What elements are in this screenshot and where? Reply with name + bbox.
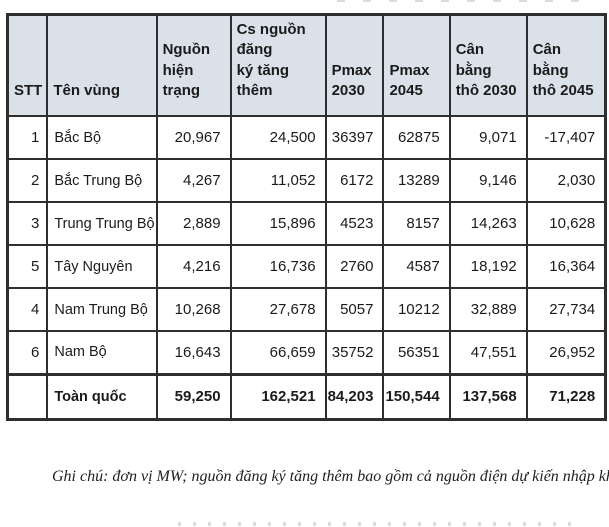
table-cell: Bắc Bộ: [46, 115, 158, 160]
table-cell: 5057: [324, 287, 385, 332]
table-cell: Toàn quốc: [46, 372, 158, 420]
table-cell: 6172: [324, 158, 385, 203]
table-cell: 9,071: [448, 115, 528, 160]
table-header: STT Tên vùng Nguồn hiện trạng Cs nguồn đ…: [6, 13, 607, 117]
table-cell: 24,500: [229, 115, 327, 160]
table-row: 1 Bắc Bộ 20,967 24,500 36397 62875 9,071 -17,40…: [6, 115, 607, 160]
table-total-row: Toàn quốc 59,250 162,521 84,203 150,544 137,5…: [6, 372, 607, 420]
table-cell: 20,967: [155, 115, 232, 160]
table-cell: 162,521: [229, 372, 327, 420]
table-cell: 27,678: [229, 287, 327, 332]
column-header-balance2030: Cân bằng thô 2030: [448, 13, 528, 117]
column-header-pmax2045: Pmax 2045: [382, 13, 451, 117]
table-cell: -17,407: [525, 115, 607, 160]
table-cell: 14,263: [448, 201, 528, 246]
table-cell: 62875: [382, 115, 451, 160]
table-cell: 6: [6, 330, 49, 375]
column-header-stt: STT: [6, 13, 49, 117]
table-cell: 10,628: [525, 201, 607, 246]
column-header-region: Tên vùng: [46, 13, 158, 117]
table-cell: 150,544: [382, 372, 451, 420]
table-row: 5 Tây Nguyên 4,216 16,736 2760 4587 18,192 16,3…: [6, 244, 607, 289]
table-cell: 9,146: [448, 158, 528, 203]
table-cell: 59,250: [155, 372, 232, 420]
table-cell: [6, 372, 49, 420]
table-row: 6 Nam Bộ 16,643 66,659 35752 56351 47,551 26,95…: [6, 330, 607, 375]
table-row: 4 Nam Trung Bộ 10,268 27,678 5057 10212 32,889…: [6, 287, 607, 332]
table-cell: 35752: [324, 330, 385, 375]
table-cell: Tây Nguyên: [46, 244, 158, 289]
table-header-row: STT Tên vùng Nguồn hiện trạng Cs nguồn đ…: [6, 13, 607, 117]
table-cell: 2760: [324, 244, 385, 289]
table-row: 2 Bắc Trung Bộ 4,267 11,052 6172 13289 9,146 2,…: [6, 158, 607, 203]
table-cell: 11,052: [229, 158, 327, 203]
regional-power-balance-table-wrap: STT Tên vùng Nguồn hiện trạng Cs nguồn đ…: [6, 13, 608, 421]
table-cell: 16,736: [229, 244, 327, 289]
table-cell: 4: [6, 287, 49, 332]
table-cell: Bắc Trung Bộ: [46, 158, 158, 203]
column-header-existing: Nguồn hiện trạng: [155, 13, 232, 117]
table-cell: 2: [6, 158, 49, 203]
table-cell: 2,030: [525, 158, 607, 203]
table-cell: 16,643: [155, 330, 232, 375]
table-cell: 47,551: [448, 330, 528, 375]
table-cell: 4523: [324, 201, 385, 246]
cutoff-text-artifact-top: [337, 0, 595, 2]
table-cell: 8157: [382, 201, 451, 246]
table-cell: Nam Trung Bộ: [46, 287, 158, 332]
regional-power-balance-table: STT Tên vùng Nguồn hiện trạng Cs nguồn đ…: [6, 13, 608, 421]
table-cell: 36397: [324, 115, 385, 160]
table-cell: 137,568: [448, 372, 528, 420]
table-cell: 10,268: [155, 287, 232, 332]
column-header-balance2045: Cân bằng thô 2045: [525, 13, 607, 117]
table-cell: 2,889: [155, 201, 232, 246]
table-body: 1 Bắc Bộ 20,967 24,500 36397 62875 9,071 -17,40…: [6, 115, 607, 420]
table-cell: 16,364: [525, 244, 607, 289]
table-cell: 1: [6, 115, 49, 160]
table-cell: 71,228: [525, 372, 607, 420]
column-header-pmax2030: Pmax 2030: [324, 13, 385, 117]
table-cell: 18,192: [448, 244, 528, 289]
table-cell: 4,216: [155, 244, 232, 289]
table-cell: Nam Bộ: [46, 330, 158, 375]
table-cell: 84,203: [324, 372, 385, 420]
table-cell: 3: [6, 201, 49, 246]
table-cell: 32,889: [448, 287, 528, 332]
table-cell: 56351: [382, 330, 451, 375]
cutoff-text-artifact-bottom: [178, 522, 578, 526]
table-cell: 5: [6, 244, 49, 289]
table-footnote: Ghi chú: đơn vị MW; nguồn đăng ký tăng t…: [52, 468, 609, 485]
table-cell: 15,896: [229, 201, 327, 246]
table-cell: 13289: [382, 158, 451, 203]
table-cell: 26,952: [525, 330, 607, 375]
table-cell: Trung Trung Bộ: [46, 201, 158, 246]
table-cell: 27,734: [525, 287, 607, 332]
table-cell: 4,267: [155, 158, 232, 203]
table-cell: 66,659: [229, 330, 327, 375]
column-header-registered: Cs nguồn đăng ký tăng thêm: [229, 13, 327, 117]
table-cell: 4587: [382, 244, 451, 289]
table-cell: 10212: [382, 287, 451, 332]
table-row: 3 Trung Trung Bộ 2,889 15,896 4523 8157 14,263…: [6, 201, 607, 246]
